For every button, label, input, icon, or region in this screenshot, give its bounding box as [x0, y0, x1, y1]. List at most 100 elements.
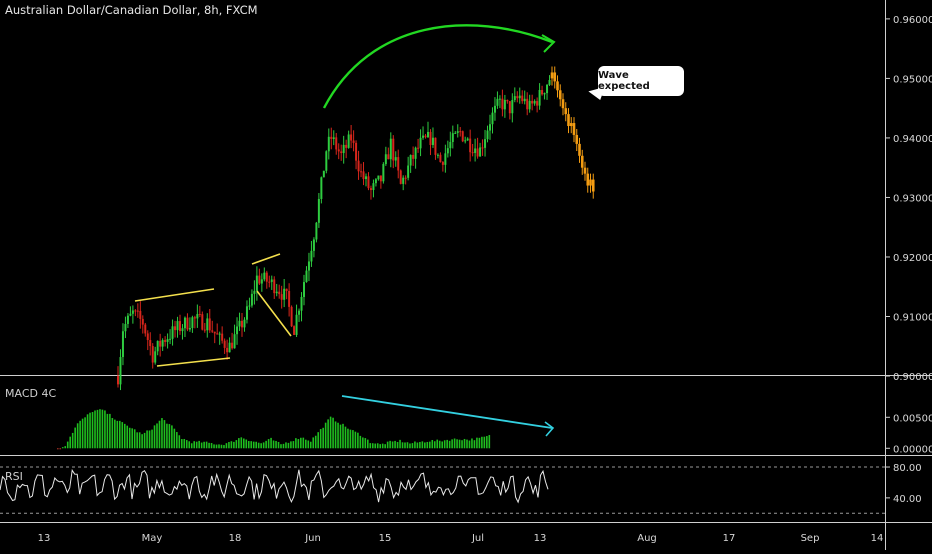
- macd-bar: [458, 439, 461, 449]
- candle-body: [255, 275, 258, 291]
- candle-body: [149, 340, 152, 347]
- macd-bar: [188, 441, 191, 449]
- candle-body: [511, 99, 514, 114]
- price-tick-label: 0.91000: [893, 313, 932, 324]
- macd-bar: [71, 432, 74, 449]
- macd-bar: [371, 443, 374, 449]
- candle-body: [546, 84, 549, 94]
- candle-body: [476, 148, 479, 157]
- macd-bar: [185, 440, 188, 449]
- candle-body: [191, 317, 194, 328]
- candle-body: [223, 340, 226, 348]
- candle-body: [501, 98, 504, 110]
- arc-arrowhead: [541, 34, 556, 53]
- candle-body: [541, 90, 544, 95]
- wedge-upper-line: [134, 288, 215, 302]
- macd-bar: [396, 441, 399, 449]
- macd-bar: [426, 441, 429, 449]
- macd-bar: [183, 438, 186, 449]
- macd-bar: [218, 444, 220, 449]
- candle-body: [382, 164, 385, 182]
- candle-body: [422, 135, 425, 138]
- candle-body: [273, 279, 276, 294]
- candle-body: [536, 101, 539, 106]
- candle-body: [166, 339, 169, 342]
- candle-body: [429, 131, 432, 145]
- candle-body: [320, 177, 323, 199]
- candle-body: [392, 138, 395, 161]
- macd-bar: [433, 441, 436, 449]
- candle-body: [347, 134, 350, 148]
- time-tick-label: 14: [871, 533, 884, 544]
- candle-body: [303, 282, 305, 297]
- macd-bar: [438, 440, 441, 449]
- price-tick-label: 0.90000: [893, 372, 932, 383]
- candle-body: [372, 183, 375, 191]
- candle-body: [141, 318, 144, 325]
- candle-body: [295, 314, 298, 335]
- macd-bar: [463, 438, 466, 449]
- macd-bar: [409, 443, 411, 449]
- flag-upper-line: [251, 253, 281, 265]
- macd-bar: [146, 430, 148, 449]
- candle-body: [516, 96, 519, 99]
- macd-bar: [257, 442, 260, 449]
- macd-bar: [317, 432, 319, 449]
- macd-bar: [238, 438, 240, 449]
- macd-bar: [414, 441, 416, 449]
- macd-bar: [270, 437, 272, 449]
- candle-body: [307, 261, 310, 271]
- candle-body: [394, 157, 397, 161]
- candle-body: [250, 293, 253, 306]
- projection-candle: [586, 173, 590, 186]
- macd-bar: [109, 413, 111, 449]
- macd-bar: [101, 409, 104, 449]
- time-tick-label: 18: [229, 533, 242, 544]
- time-tick-label: May: [142, 533, 163, 544]
- candle-body: [260, 279, 263, 284]
- candle-body: [387, 154, 390, 160]
- candle-body: [528, 100, 531, 110]
- macd-bar: [451, 439, 453, 449]
- macd-bar: [329, 416, 332, 449]
- candle-body: [474, 148, 477, 153]
- macd-bar: [143, 432, 146, 449]
- candle-body: [233, 334, 236, 349]
- macd-bar: [324, 422, 327, 449]
- candle-body: [283, 288, 286, 300]
- macd-bar: [133, 429, 136, 449]
- candle-body: [449, 141, 452, 149]
- candle-body: [496, 98, 499, 106]
- macd-bar: [94, 410, 96, 449]
- macd-bar: [223, 445, 225, 449]
- macd-bar: [267, 439, 270, 449]
- candle-body: [315, 222, 318, 240]
- macd-bar: [166, 423, 168, 449]
- projection-candle: [589, 179, 592, 186]
- candle-body: [231, 342, 234, 349]
- macd-bar: [247, 440, 250, 449]
- projection-candle: [580, 155, 584, 168]
- candle-body: [275, 291, 278, 294]
- wave-expected-callout[interactable]: Wave expected: [598, 66, 684, 96]
- candle-body: [317, 198, 320, 223]
- candle-body: [171, 326, 174, 339]
- macd-bar: [210, 443, 213, 449]
- candle-body: [288, 290, 291, 307]
- macd-bar: [369, 443, 372, 449]
- macd-bar: [148, 430, 151, 449]
- macd-bar: [126, 425, 129, 449]
- rsi-pane-label: RSI: [5, 470, 23, 483]
- candle-body: [117, 376, 119, 385]
- macd-bar: [473, 440, 476, 449]
- projection-candle: [572, 123, 576, 135]
- candle-body: [213, 331, 216, 334]
- candle-body: [357, 160, 360, 172]
- macd-bar: [319, 429, 322, 449]
- macd-bar: [79, 420, 81, 449]
- candle-body: [327, 136, 330, 152]
- macd-bar: [61, 447, 64, 449]
- macd-bar: [228, 442, 230, 449]
